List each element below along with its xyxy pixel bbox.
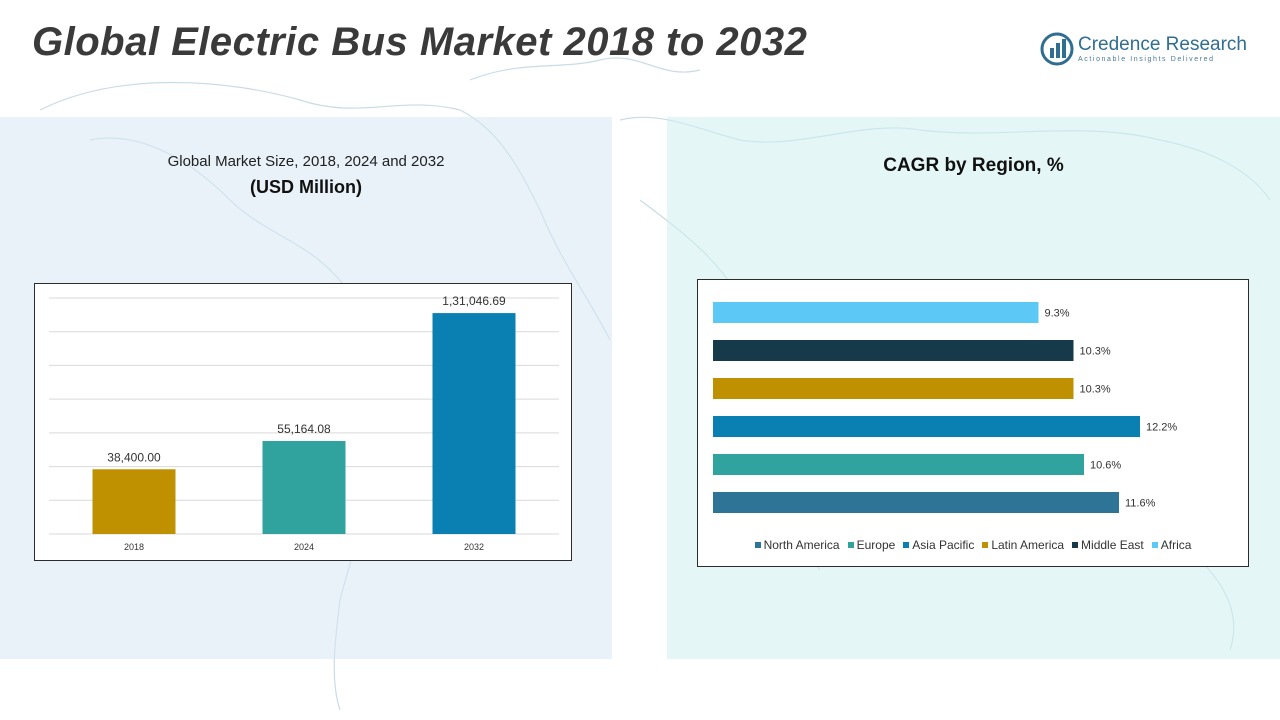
cagr-title: CAGR by Region, % xyxy=(883,155,1064,176)
market-size-chart-svg: 38,400.00 2018 55,164.08 2024 1,31,046.69 203… xyxy=(49,294,559,552)
legend-label: Africa xyxy=(1160,538,1192,552)
legend-swatch xyxy=(754,542,761,548)
cagr-chart-svg: 9.3% 10.3% 10.3% 12.2% 10.6% 11.6% xyxy=(713,302,1177,513)
legend-swatch xyxy=(982,542,989,548)
cagr-chart: 9.3% 10.3% 10.3% 12.2% 10.6% 11.6% North Amer… xyxy=(697,279,1249,567)
bar-2024 xyxy=(262,441,346,534)
market-size-unit: (USD Million) xyxy=(250,177,362,197)
bar-2032 xyxy=(432,313,516,534)
brand-logo-icon xyxy=(1040,32,1074,66)
hbar-north-america xyxy=(713,492,1119,513)
hbar-value-label: 9.3% xyxy=(1045,308,1070,320)
brand-name: Credence Research xyxy=(1078,34,1247,55)
x-tick-label: 2018 xyxy=(124,542,144,552)
bar-value-label: 55,164.08 xyxy=(277,422,331,436)
legend-item-europe: Europe xyxy=(847,538,896,552)
legend-label: Europe xyxy=(856,538,896,552)
hbar-asia-pacific xyxy=(713,416,1140,437)
x-tick-label: 2024 xyxy=(294,542,314,552)
legend-label: Asia Pacific xyxy=(912,538,975,552)
hbar-value-label: 10.3% xyxy=(1080,346,1111,358)
legend-item-middle-east: Middle East xyxy=(1072,538,1144,552)
page-title: Global Electric Bus Market 2018 to 2032 xyxy=(32,20,808,64)
legend-label: Middle East xyxy=(1081,538,1144,552)
brand-logo: Credence Research Actionable Insights De… xyxy=(1040,32,1260,72)
legend-swatch xyxy=(903,542,910,548)
hbar-value-label: 10.3% xyxy=(1080,384,1111,396)
cagr-legend: North America Europe Asia Pacific Latin Ame… xyxy=(698,538,1248,552)
legend-swatch xyxy=(847,542,854,548)
bar-value-label: 38,400.00 xyxy=(107,450,161,464)
bar-value-label: 1,31,046.69 xyxy=(442,294,506,308)
legend-item-africa: Africa xyxy=(1151,538,1192,552)
hbar-value-label: 12.2% xyxy=(1146,422,1177,434)
legend-swatch xyxy=(1151,542,1158,548)
hbar-middle-east xyxy=(713,340,1074,361)
legend-swatch xyxy=(1072,542,1079,548)
legend-label: North America xyxy=(763,538,840,552)
hbar-europe xyxy=(713,454,1084,475)
hbar-latin-america xyxy=(713,378,1074,399)
x-tick-label: 2032 xyxy=(464,542,484,552)
legend-item-north-america: North America xyxy=(754,538,840,552)
hbar-value-label: 10.6% xyxy=(1090,460,1121,472)
bar-2018 xyxy=(92,469,176,534)
hbar-africa xyxy=(713,302,1039,323)
legend-label: Latin America xyxy=(991,538,1065,552)
legend-item-latin-america: Latin America xyxy=(982,538,1064,552)
brand-tagline: Actionable Insights Delivered xyxy=(1078,56,1215,63)
market-size-chart: 38,400.00 2018 55,164.08 2024 1,31,046.69 203… xyxy=(34,283,572,561)
market-size-subtitle: Global Market Size, 2018, 2024 and 2032 xyxy=(167,153,445,170)
legend-item-asia-pacific: Asia Pacific xyxy=(903,538,974,552)
hbar-value-label: 11.6% xyxy=(1125,498,1156,510)
